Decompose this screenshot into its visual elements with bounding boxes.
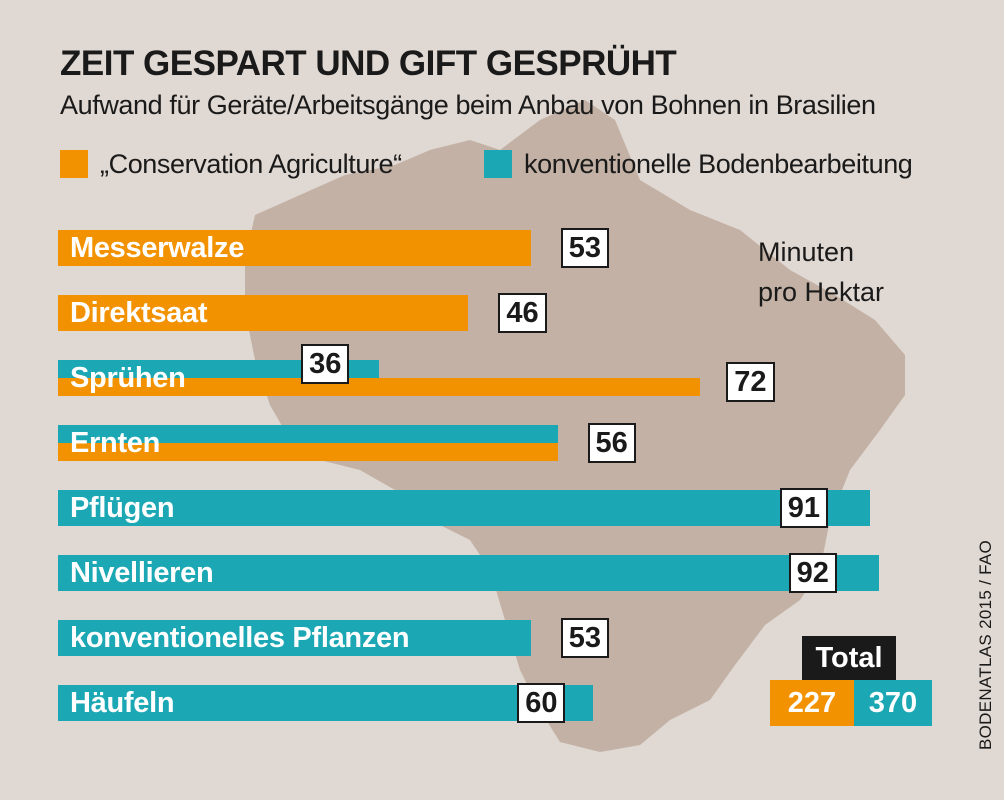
bar-conventional-nivellieren: [58, 555, 879, 591]
value-label-conventional-pflügen: 91: [779, 488, 828, 528]
bar-conservation-ernten: [58, 443, 558, 461]
source-credit: BODENATLAS 2015 / FAO: [976, 539, 995, 750]
unit-line-1: Minuten: [758, 237, 855, 267]
value-label-conservation-messerwalze: 53: [560, 228, 610, 268]
category-label-direktsaat: Direktsaat: [70, 297, 208, 329]
chart-subtitle: Aufwand für Geräte/Arbeitsgänge beim Anb…: [60, 90, 876, 120]
bar-conventional-pflügen: [58, 490, 870, 526]
value-label-conventional-konventionelles-pflanzen: 53: [560, 618, 610, 658]
category-label-sprühen: Sprühen: [70, 362, 186, 394]
chart-title: ZEIT GESPART UND GIFT GESPRÜHT: [60, 44, 677, 83]
bar-conventional-häufeln: [58, 685, 594, 721]
value-label-conservation-sprühen: 72: [726, 362, 775, 402]
bar-conservation-direktsaat: [58, 295, 469, 331]
total-label: Total: [802, 636, 896, 680]
legend-swatch-orange: [60, 150, 88, 178]
bar-conventional-sprühen: [58, 360, 380, 378]
total-conventional: 370: [854, 680, 932, 726]
bar-conventional-konventionelles-pflanzen: [58, 620, 531, 656]
unit-label: Minuten pro Hektar: [758, 232, 884, 312]
category-label-konventionelles-pflanzen: konventionelles Pflanzen: [70, 622, 410, 654]
legend-item-conventional: konventionelle Bodenbearbeitung: [484, 146, 913, 182]
bar-conservation-messerwalze: [58, 230, 531, 266]
category-label-pflügen: Pflügen: [70, 492, 175, 524]
legend-item-conservation: „Conservation Agriculture“: [60, 146, 402, 182]
unit-line-2: pro Hektar: [758, 277, 885, 307]
legend-label-conservation: „Conservation Agriculture“: [100, 148, 402, 179]
category-label-messerwalze: Messerwalze: [70, 232, 245, 264]
bar-conservation-sprühen: [58, 378, 701, 396]
legend-swatch-teal: [484, 150, 512, 178]
value-label-conservation-direktsaat: 46: [498, 293, 547, 333]
category-label-häufeln: Häufeln: [70, 687, 175, 719]
value-label-conventional-sprühen: 36: [301, 344, 350, 384]
value-label-ernten: 56: [587, 423, 636, 463]
bar-conventional-ernten: [58, 425, 558, 443]
category-label-ernten: Ernten: [70, 427, 161, 459]
category-label-nivellieren: Nivellieren: [70, 557, 214, 589]
value-label-conventional-häufeln: 60: [517, 683, 566, 723]
legend-label-conventional: konventionelle Bodenbearbeitung: [524, 148, 913, 179]
value-label-conventional-nivellieren: 92: [788, 553, 837, 593]
total-conservation: 227: [770, 680, 854, 726]
